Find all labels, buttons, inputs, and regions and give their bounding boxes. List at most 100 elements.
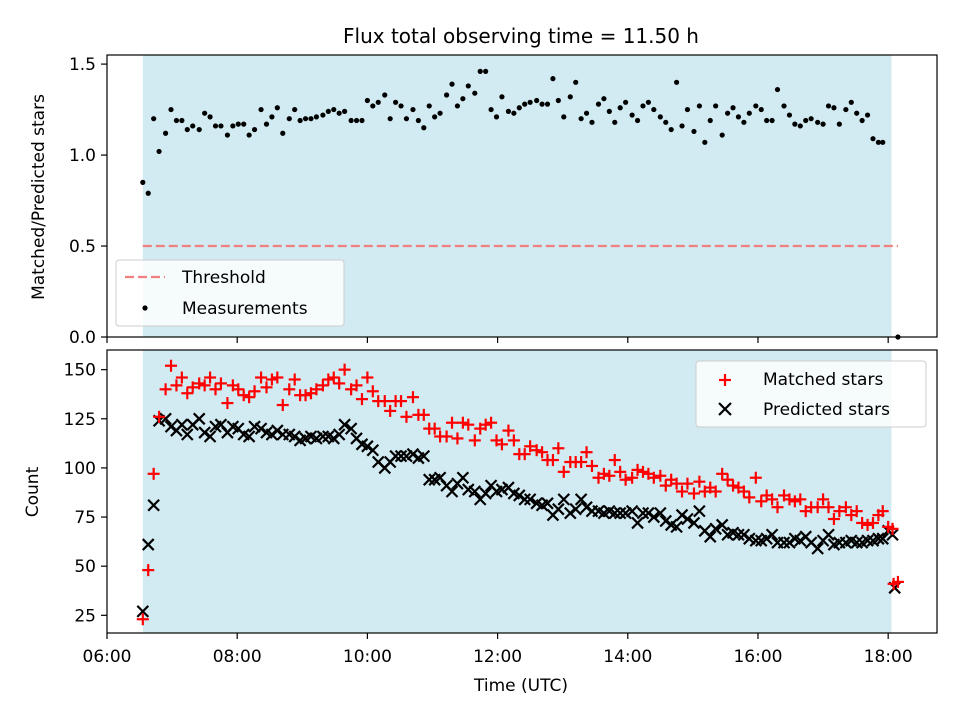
measurement-point (663, 119, 669, 125)
matched-point (142, 564, 155, 577)
measurement-point (218, 123, 224, 129)
matched-point (333, 377, 346, 390)
predicted-point (203, 430, 217, 443)
measurement-point (156, 148, 162, 155)
measurement-point (207, 114, 213, 120)
matched-point (288, 373, 301, 386)
predicted-point (631, 516, 644, 530)
matched-point (232, 383, 245, 396)
measurement-point (859, 117, 865, 124)
measurement-point (651, 106, 657, 113)
x-tick-label: 12:00 (473, 647, 522, 667)
predicted-point (715, 518, 729, 532)
measurement-point (320, 112, 326, 118)
matched-point (833, 505, 846, 518)
legend-matched-swatch (719, 374, 731, 386)
predicted-point (709, 522, 722, 536)
measurement-point (241, 121, 247, 127)
measurement-point (696, 103, 702, 109)
measurement-point (511, 110, 517, 116)
predicted-point (445, 485, 459, 498)
bottom-legend-box (695, 360, 927, 428)
matched-point (170, 379, 183, 392)
predicted-point (332, 428, 346, 441)
measurement-point (336, 110, 342, 116)
measurement-point (421, 125, 427, 131)
measurement-point (583, 110, 590, 116)
x-tick-label: 16:00 (733, 647, 782, 667)
measurement-point (516, 105, 522, 111)
measurement-point (702, 139, 708, 145)
matched-point (271, 371, 284, 384)
measurement-point (774, 86, 781, 93)
matched-point (822, 501, 835, 514)
matched-point (839, 501, 852, 514)
measurement-point (460, 96, 466, 102)
measurement-point (426, 103, 432, 109)
matched-point (507, 434, 520, 447)
matched-point (327, 371, 340, 384)
measurement-point (522, 101, 528, 107)
matched-point (788, 495, 801, 508)
y-tick-label: 1.0 (69, 146, 96, 166)
measurement-point (387, 116, 393, 122)
y-tick-label: 0.0 (69, 328, 96, 348)
matched-point (886, 522, 899, 535)
bottom-y-axis: 25 50 75 100 125 150 (64, 361, 107, 626)
measurement-point (353, 117, 360, 124)
measurement-point (331, 106, 337, 113)
predicted-point (468, 485, 482, 498)
bottom-legend: Matched stars Predicted stars (695, 360, 927, 428)
matched-point (485, 416, 498, 429)
legend-threshold-label: Threshold (181, 268, 266, 288)
matched-point (283, 383, 296, 396)
measurement-point (297, 117, 303, 124)
matched-point (260, 381, 273, 394)
matched-point (530, 444, 543, 457)
measurement-point (437, 110, 443, 116)
matched-point (743, 491, 756, 504)
matched-point (366, 385, 379, 398)
measurement-point (797, 123, 803, 129)
measurement-point (432, 114, 438, 120)
predicted-point (136, 605, 150, 618)
predicted-point (181, 428, 194, 441)
measurement-point (359, 117, 365, 124)
measurement-point (629, 112, 635, 118)
measurement-point (246, 132, 252, 138)
matched-point (310, 383, 323, 396)
top-x-axis (106, 337, 889, 343)
measurement-point (286, 116, 292, 122)
predicted-point (822, 528, 835, 542)
bottom-panel: 25 50 75 100 125 150 06:00 08:00 10:00 12:00 14:0… (23, 349, 938, 696)
measurement-point (140, 179, 146, 185)
measurement-point (230, 123, 236, 129)
top-y-axis: 0.0 0.5 1.0 1.5 (69, 55, 107, 348)
matched-point (876, 505, 889, 518)
measurement-point (313, 114, 319, 120)
matched-point (299, 389, 312, 402)
matched-point (198, 379, 211, 392)
predicted-point (732, 528, 745, 542)
matched-point (479, 418, 492, 431)
measurement-point (534, 97, 540, 104)
measurement-point (764, 117, 770, 124)
measurement-point (848, 99, 854, 105)
measurement-point (786, 112, 793, 118)
measurement-point (472, 90, 478, 96)
matched-point (749, 471, 762, 484)
matched-point (557, 465, 570, 478)
bottom-y-axis-label: Count (23, 466, 43, 517)
measurement-point (410, 106, 416, 113)
matched-point (237, 389, 250, 402)
matched-point (147, 467, 160, 480)
matched-points (136, 359, 904, 626)
measurement-point (449, 81, 455, 87)
predicted-point (861, 534, 874, 547)
matched-point (737, 485, 750, 498)
chart-title: Flux total observing time = 11.50 h (343, 24, 699, 48)
predicted-point (636, 506, 650, 520)
matched-point (524, 440, 537, 453)
matched-point (626, 471, 639, 484)
